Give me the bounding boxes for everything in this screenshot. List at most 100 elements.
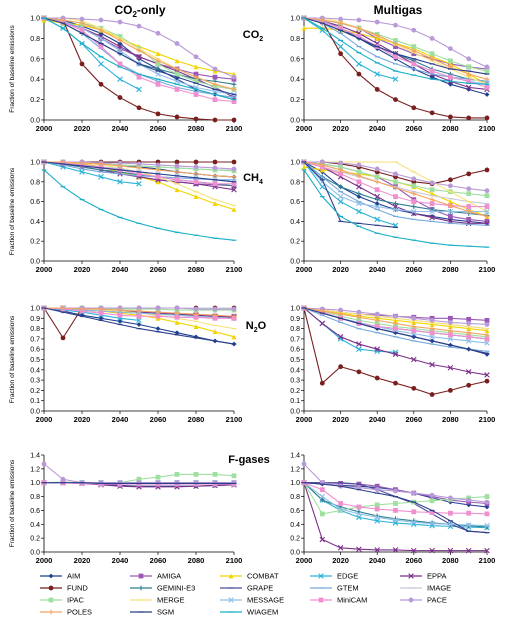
panel-multigas-f-gases: 0.0 0.2 0.4 0.6 0.8 1.0 1.2 1.4 2000 2020 2040 2060…	[290, 453, 495, 566]
minicam-point	[338, 171, 343, 177]
series-line	[43, 307, 140, 321]
eppa-point	[465, 547, 472, 554]
gas-label-n2o: N2O	[246, 320, 267, 334]
fund-point	[466, 171, 472, 177]
pace-point	[155, 30, 161, 36]
legend-label: AMIGA	[157, 572, 181, 581]
series-sgm	[301, 161, 398, 228]
poles-point	[79, 20, 85, 26]
ipac-point	[174, 472, 180, 477]
y-tick-label: 0.0	[290, 259, 300, 266]
pace-point	[429, 492, 435, 498]
eppa-point	[392, 547, 399, 553]
series-sgm	[41, 307, 237, 345]
fund-point	[174, 159, 180, 165]
combat-point	[193, 64, 199, 70]
pace-point	[356, 162, 362, 168]
edge-point	[392, 76, 399, 82]
minicam-point	[319, 487, 325, 493]
poles-point	[466, 71, 472, 77]
x-tick-label: 2000	[36, 265, 53, 274]
poles-point	[393, 321, 398, 326]
message-point	[392, 517, 399, 523]
eppa-point	[337, 334, 344, 340]
message-point	[447, 208, 454, 215]
minicam-point	[374, 506, 380, 512]
poles-point	[174, 66, 180, 72]
y-tick-label: 0.6	[30, 347, 40, 354]
x-tick-label: 2080	[188, 265, 205, 274]
x-tick-label: 2020	[74, 124, 91, 133]
minicam-point	[193, 92, 199, 97]
poles-point	[448, 328, 453, 334]
poles-point	[466, 330, 472, 336]
aim-point	[356, 194, 362, 200]
poles-point	[338, 20, 343, 26]
y-tick-label: 1.0	[30, 306, 40, 313]
ipac-point	[155, 61, 161, 67]
gas-label-ch4: CH4	[243, 172, 263, 186]
y-tick-label: 1.0	[290, 480, 300, 487]
fund-point	[411, 105, 417, 111]
eppa-point	[411, 356, 417, 363]
pace-point	[41, 461, 47, 467]
series-line	[43, 169, 235, 241]
ipac-point	[374, 321, 380, 326]
pace-point	[393, 488, 398, 494]
amiga-point	[484, 317, 490, 323]
legend-item-merge: MERGE	[130, 596, 185, 605]
poles-point	[212, 312, 218, 318]
message-point	[374, 514, 380, 521]
poles-point	[484, 214, 490, 219]
pace-point	[174, 480, 180, 486]
y-tick-label: 0.8	[30, 494, 40, 501]
y-tick-label: 0.4	[290, 219, 300, 226]
poles-point	[98, 27, 104, 33]
fund-point	[448, 177, 453, 183]
y-tick-label: 0.2	[30, 97, 40, 104]
eppa-point	[356, 341, 362, 347]
edge-point	[117, 179, 123, 185]
message-point	[447, 521, 454, 528]
series-line	[303, 161, 396, 228]
legend-label: GEMINI-E3	[157, 584, 195, 593]
pace-point	[136, 23, 142, 29]
poles-point	[374, 32, 380, 38]
x-tick-label: 2060	[405, 265, 422, 274]
panel-co2-only-ch4: 0.0 0.2 0.4 0.6 0.8 1.0 2000 2020 2040 2060 2080 21…	[9, 159, 242, 274]
y-tick-label: 0.8	[30, 326, 40, 333]
fund-point	[319, 380, 325, 386]
poles-point	[212, 173, 218, 179]
poles-point	[429, 326, 435, 331]
x-tick-label: 2040	[112, 124, 129, 133]
legend-amiga-point	[138, 573, 144, 579]
pace-point	[411, 490, 417, 496]
pace-point	[117, 480, 123, 486]
message-point	[98, 35, 104, 42]
panels: 0.0 0.2 0.4 0.6 0.8 1.0 2000 2020 2040 2060 2080 21…	[9, 15, 495, 566]
pace-point	[174, 163, 180, 169]
x-tick-label: 2060	[405, 415, 422, 424]
eppa-point	[117, 43, 123, 50]
y-tick-label: 1.0	[290, 160, 300, 167]
y-tick-label: 0.8	[290, 326, 300, 333]
poles-point	[98, 161, 104, 167]
amiga-point	[212, 74, 218, 80]
y-tick-label: 0.4	[290, 367, 300, 374]
minicam-point	[79, 27, 85, 33]
legend-label: IPAC	[67, 596, 85, 605]
legend-label: COMBAT	[247, 572, 279, 581]
minicam-point	[429, 201, 435, 206]
gemini-e3-point	[231, 81, 237, 87]
combat-point	[411, 320, 417, 325]
edge-point	[98, 174, 104, 180]
combat-point	[448, 199, 453, 204]
series-poles	[41, 159, 237, 180]
ipac-point	[411, 44, 417, 49]
poles-point	[484, 76, 490, 82]
eppa-point	[136, 53, 142, 60]
amiga-point	[448, 214, 453, 219]
pace-point	[356, 485, 362, 490]
pace-point	[429, 317, 435, 323]
minicam-point	[429, 68, 435, 74]
